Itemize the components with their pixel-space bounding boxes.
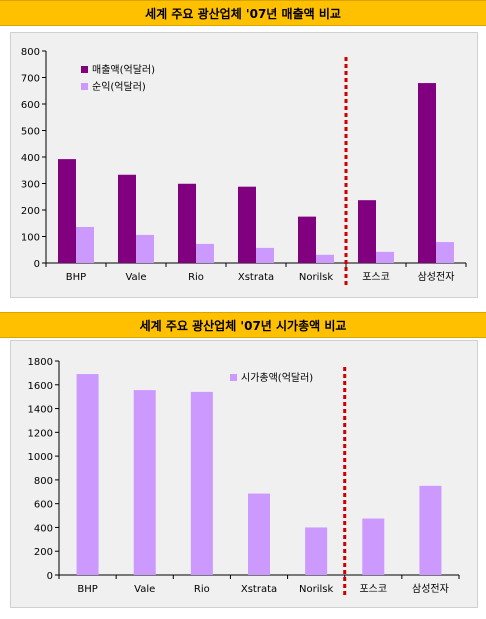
y-tick-label: 300 [21,180,40,191]
bar [118,174,136,263]
revenue-chart-panel: 0 100 200 300 400 500 600 700 800 BHP Vale Rio Xstra… [10,32,478,298]
y-tick-label: 0 [34,259,40,270]
bar [358,200,376,263]
bar [190,391,213,575]
legend-label: 매출액(억달러) [92,64,155,76]
y-tick-label: 1400 [28,405,53,416]
market-cap-chart: 0 200 400 600 800 1000 1200 1400 1600 1800 BHP Vale… [28,357,460,597]
x-tick-label: 삼성전자 [418,271,455,283]
y-tick-label: 1800 [28,357,53,368]
legend-swatch [81,66,88,73]
y-tick-label: 600 [34,500,53,511]
x-tick-label: Vale [125,272,146,283]
bar [178,183,196,263]
chart2-title: 세계 주요 광산업체 '07년 시가총액 비교 [0,312,486,338]
y-tick-label: 500 [21,127,40,138]
y-tick-label: 600 [21,100,40,111]
y-tick-label: 800 [34,476,53,487]
bar [305,527,328,575]
bar [238,186,256,263]
x-tick-label: Xstrata [238,272,274,283]
bar [298,216,316,263]
x-tick-label: Rio [194,584,210,595]
x-tick-label: BHP [66,272,86,283]
y-tick-label: 700 [21,74,40,85]
x-tick-label: Vale [134,584,155,595]
bar [362,518,385,575]
x-tick-label: 삼성전자 [412,583,449,595]
bar [436,242,454,263]
bar [316,254,334,263]
y-tick-label: 800 [21,47,40,58]
market-cap-chart-panel: 0 200 400 600 800 1000 1200 1400 1600 1800 BHP Vale… [10,340,478,608]
bar [248,493,270,575]
legend-label: 순익(억달러) [92,81,146,93]
legend-swatch [81,83,88,90]
bar [133,390,156,575]
chart1-title: 세계 주요 광산업체 '07년 매출액 비교 [0,0,486,26]
x-tick-label: 포스코 [359,583,387,595]
bar [419,485,442,575]
x-tick-label: BHP [77,584,97,595]
y-tick-label: 200 [34,547,53,558]
y-tick-label: 1200 [28,428,53,439]
bar [58,159,76,263]
y-tick-label: 200 [21,206,40,217]
bar [136,234,154,263]
bar [256,247,274,263]
y-tick-label: 1000 [28,452,53,463]
y-tick-label: 100 [21,233,40,244]
bar [76,226,94,263]
bar [376,251,394,263]
bar [76,374,99,575]
x-tick-label: 포스코 [362,271,390,283]
y-tick-label: 400 [21,153,40,164]
x-tick-label: Norilsk [299,272,333,283]
x-tick-label: Rio [188,272,204,283]
revenue-chart: 0 100 200 300 400 500 600 700 800 BHP Vale Rio Xstra… [21,47,467,285]
bar [418,83,436,263]
y-tick-label: 1600 [28,381,53,392]
legend-swatch [230,374,237,381]
bar [196,243,214,263]
y-tick-label: 400 [34,523,53,534]
x-tick-label: Norilsk [299,584,333,595]
x-tick-label: Xstrata [241,584,277,595]
y-tick-label: 0 [47,571,53,582]
legend-label: 시가총액(억달러) [241,372,313,384]
